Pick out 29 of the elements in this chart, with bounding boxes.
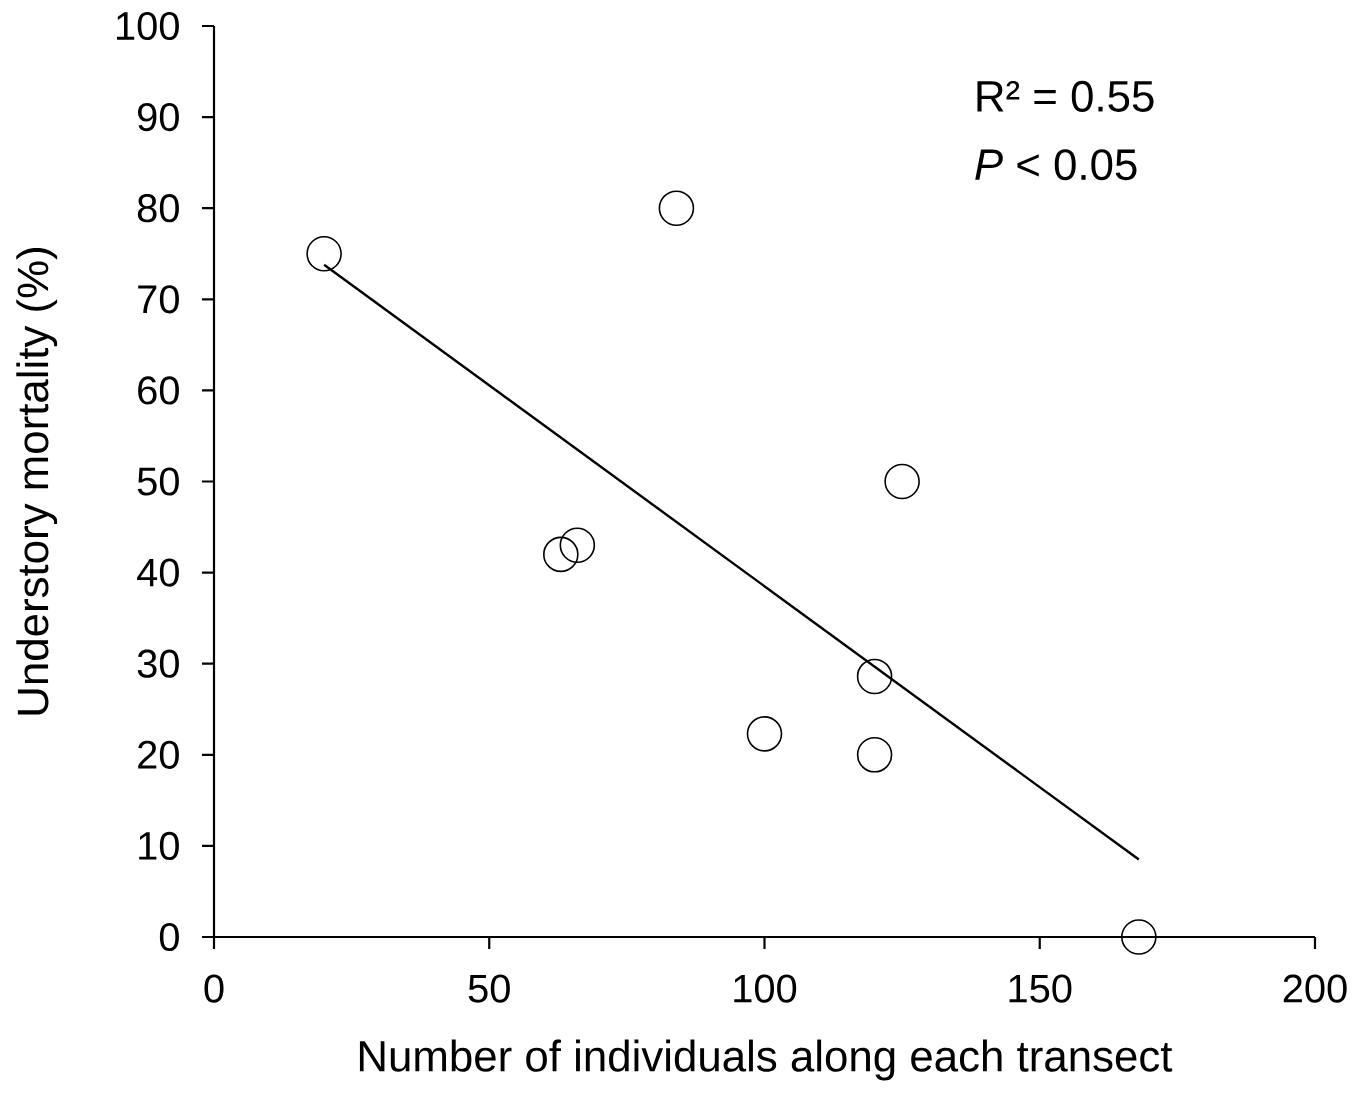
annotation: R² = 0.55 (977, 80, 1154, 112)
point (543, 536, 579, 573)
y-tick-label: 60 (138, 376, 179, 405)
point (559, 527, 596, 564)
x-tick-label: 100 (734, 974, 797, 1003)
x-tick-label: 50 (468, 974, 510, 1003)
point (856, 737, 893, 773)
y-tick-label: 80 (137, 194, 179, 223)
y-tick-label: 50 (137, 467, 179, 496)
point (658, 190, 695, 226)
x-tick-label: 200 (1283, 974, 1347, 1003)
point (306, 235, 342, 272)
y-tick-label: 20 (138, 740, 179, 769)
x-tick-label: 150 (1009, 974, 1072, 1003)
y-tick-label: 40 (137, 558, 179, 587)
annotation: P < 0.05 (975, 149, 1137, 181)
x-axis-title: Number of individuals along each transect (359, 1039, 1173, 1081)
point (1121, 919, 1157, 955)
y-tick-label: 70 (138, 285, 179, 314)
y-tick-label: 100 (117, 11, 179, 41)
y-tick-label: 10 (139, 831, 179, 861)
y-tick-label: 30 (137, 649, 179, 678)
point (856, 658, 893, 695)
y-axis-title: Understory mortality (%) (16, 248, 58, 715)
point (746, 716, 783, 752)
point (884, 463, 920, 500)
y-tick-label: 90 (138, 102, 179, 132)
y-tick-label: 0 (159, 922, 179, 952)
x-tick-label: 0 (204, 974, 224, 1003)
